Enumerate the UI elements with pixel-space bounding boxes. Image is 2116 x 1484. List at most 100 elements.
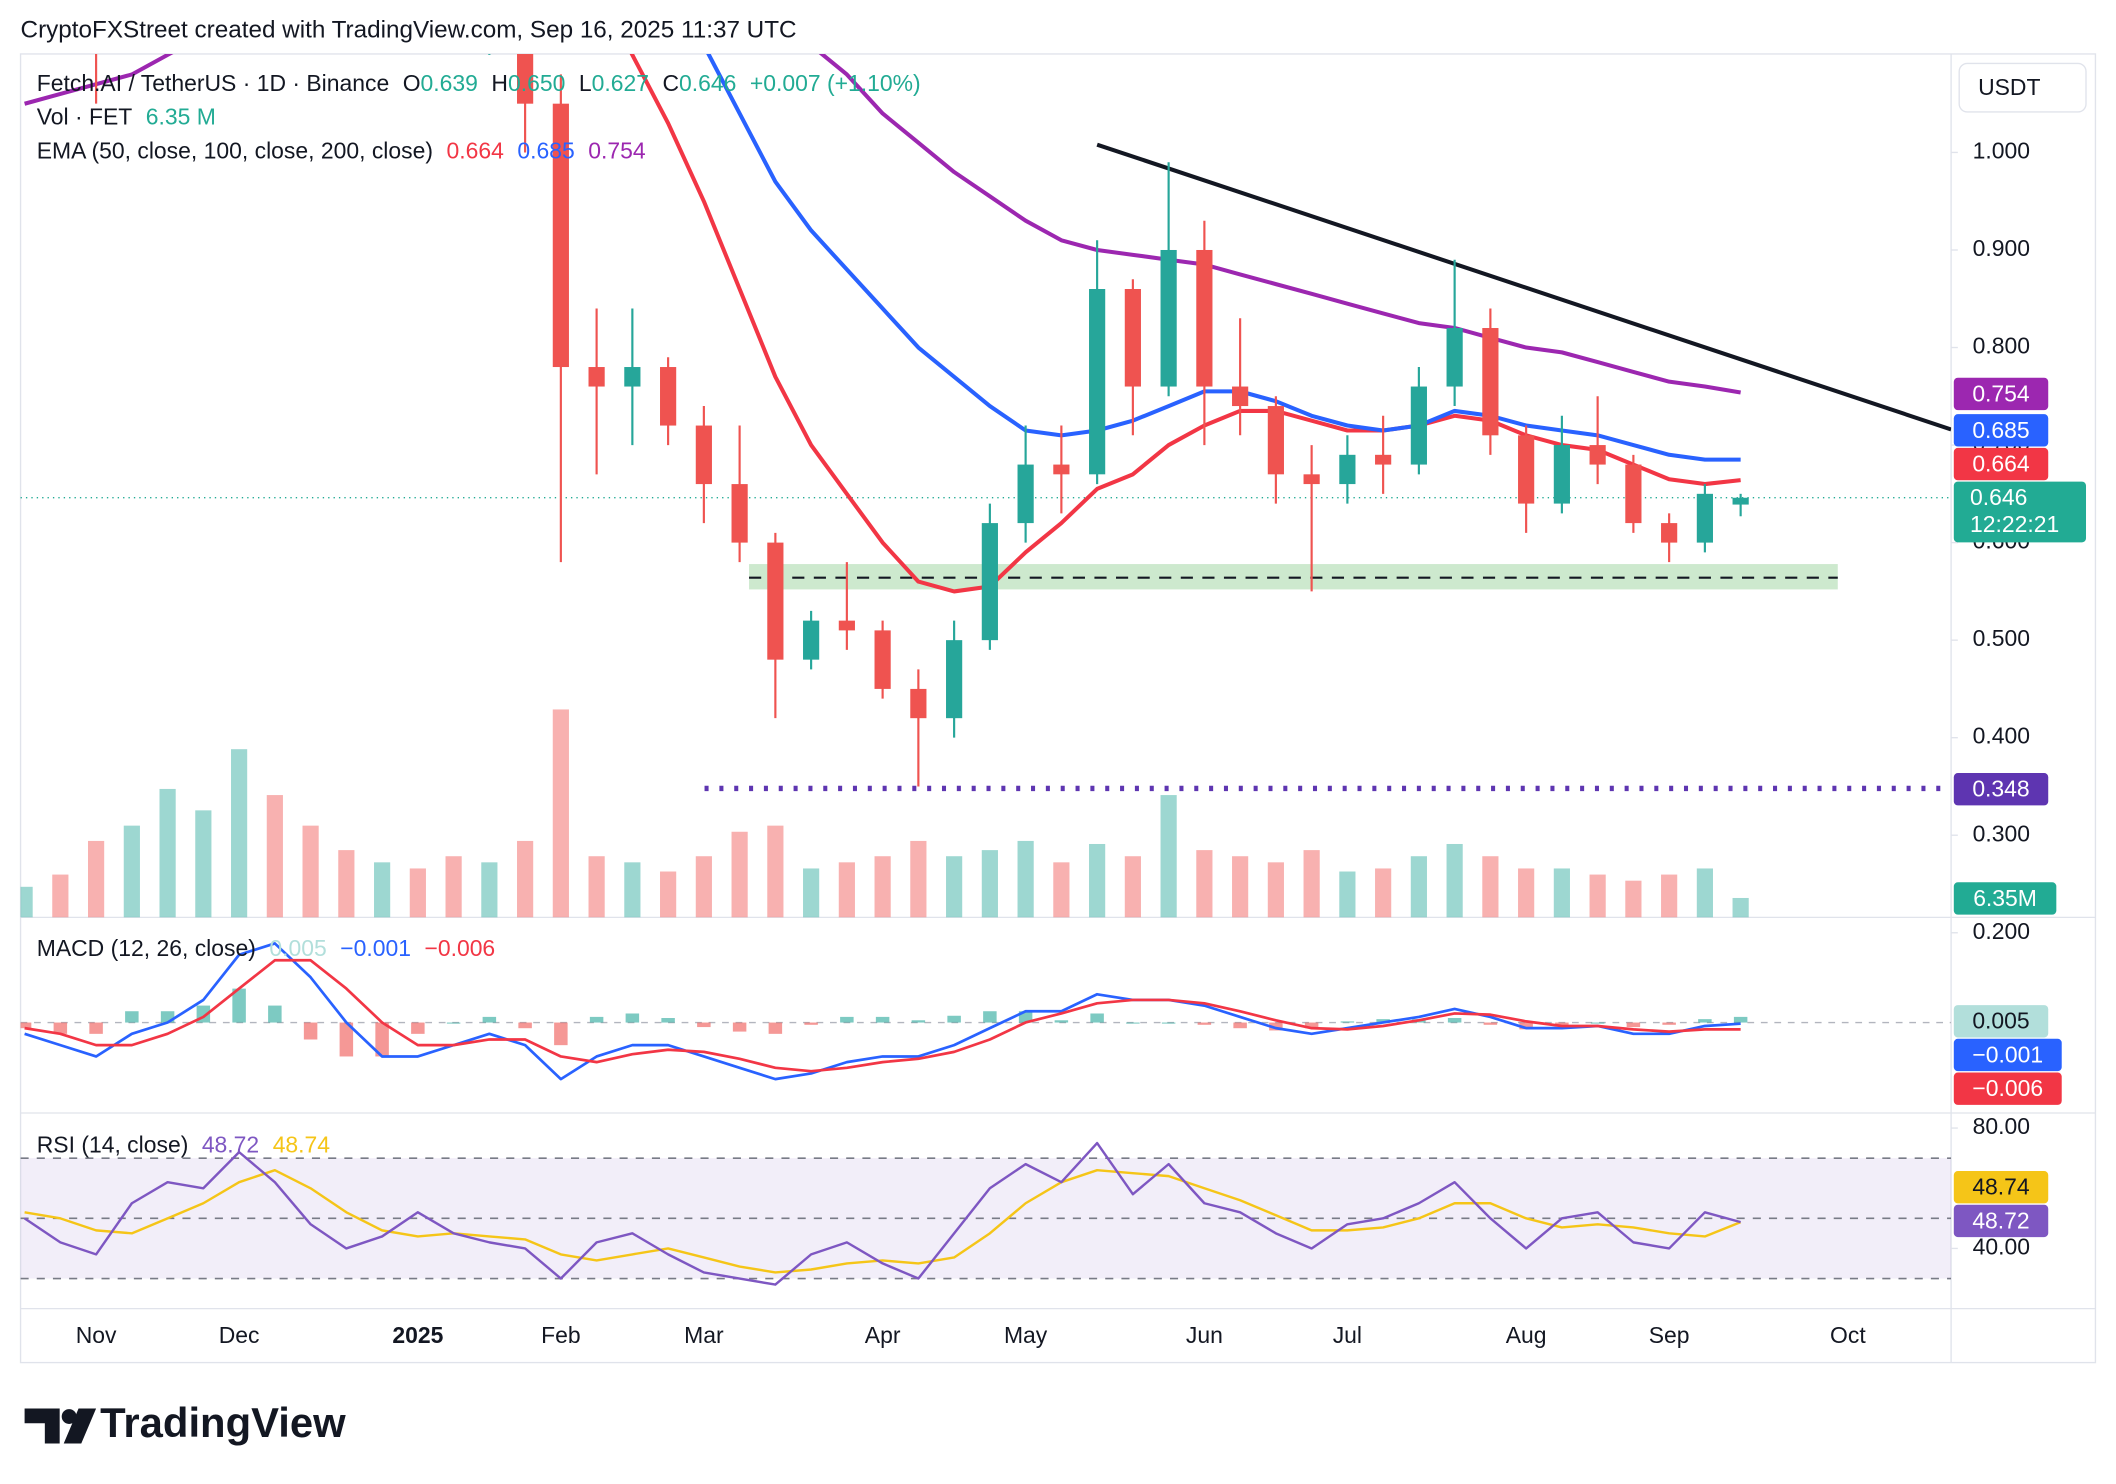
y-tick-label: 0.900 [1973,235,2030,261]
volume-bar [731,831,748,918]
logo-shape [24,1408,60,1444]
x-tick-label: Mar [684,1322,724,1348]
volume-bar [695,856,712,918]
volume-bar [517,840,534,918]
histogram-bar [20,1022,32,1029]
candle-body [1339,454,1356,485]
histogram-bar [89,1022,103,1034]
histogram-bar [840,1016,854,1023]
volume-bar [1732,897,1749,918]
volume-bar [1303,850,1320,918]
x-tick-label: Nov [76,1322,117,1348]
legend: Vol · FET 6.35 M [37,104,216,130]
macd-title: MACD (12, 26, close) [37,935,256,961]
volume-bar [338,850,355,918]
candle-body [1553,445,1570,504]
y-tick-label: 1.000 [1973,138,2030,164]
histogram-bar [732,1022,747,1032]
ema-badge-bg [1953,447,2049,481]
candle-body [1661,523,1678,543]
x-tick-label: May [1004,1322,1048,1348]
x-tick-label: Aug [1506,1322,1547,1348]
histogram-badge: 0.005 [1972,1008,2029,1034]
chart-frame [19,53,2097,1364]
volume-bar [52,874,69,918]
candle-body [588,367,605,387]
volume-bar [409,868,426,918]
volume-bar [1267,862,1284,918]
ohlc-key: O [403,70,421,96]
y-tick-label: 0.800 [1973,333,2030,359]
ema-line [629,53,1741,594]
histogram-bar [1733,1016,1748,1023]
candle-body [1053,464,1070,475]
histogram-bar [411,1022,425,1034]
candle-body [695,425,712,485]
ema-badge: 0.685 [1972,417,2029,443]
rsi-line [24,1168,1742,1274]
tradingview-logo [24,1408,97,1444]
volume-bar [1053,862,1070,918]
histogram-bar [1340,1021,1355,1023]
ema-value: 0.685 [517,138,574,164]
volume-bar [767,825,784,918]
histogram-bar [1054,1020,1069,1023]
candle-body [517,53,534,104]
volume-bar [302,825,319,918]
volume-bar [588,856,605,918]
volume-bar [481,862,498,918]
histogram-bar [1519,1022,1533,1030]
candle-body [624,367,641,387]
histogram-bar [1483,1022,1498,1025]
legend: MACD (12, 26, close) 0.005 −0.001 −0.006 [37,935,495,961]
x-tick-label: Feb [541,1322,581,1348]
volume-bar [1482,856,1499,918]
histogram-value: 0.005 [269,935,326,961]
histogram-bar [911,1020,926,1023]
ema-label: EMA (50, close, 100, close, 200, close) [37,138,433,164]
candle-body [803,620,820,660]
candle-body [838,620,855,631]
ema-badge: 0.664 [1972,450,2030,476]
candle-body [1089,289,1106,475]
volume-bar [20,886,33,918]
histogram-bar [339,1022,354,1057]
ema-line [706,53,1741,462]
histogram-bar [268,1005,282,1023]
histogram-bar [554,1022,568,1046]
histogram-bar [1018,1011,1033,1023]
histogram-bar [1447,1018,1462,1023]
volume-bar [1589,874,1606,918]
volume-bar [1661,874,1678,918]
candle-body [1518,435,1535,504]
histogram-badge-bg [1953,1005,2049,1038]
candle-body [1482,328,1499,436]
candle-body [1232,386,1249,407]
ohlc-key: H [491,70,508,96]
volume-bar [88,840,105,918]
price-badge: 0.646 [1970,484,2027,510]
y-tick-label: 0.500 [1973,625,2030,651]
y-tick-label: 0.200 [1973,918,2030,944]
rsi-value: 48.72 [202,1132,259,1158]
volume-bar [231,749,248,918]
histogram-bar [589,1016,604,1023]
macd-badge: −0.001 [1972,1041,2043,1067]
countdown: 12:22:21 [1970,511,2059,537]
histogram-bar [1090,1013,1104,1023]
histogram-bar [1233,1022,1247,1029]
volume-bar [1696,868,1713,918]
x-tick-label: Jun [1186,1322,1223,1348]
low-level-badge-bg [1953,773,2049,806]
histogram-bar [1161,1022,1176,1024]
volume-bar [1232,856,1249,918]
histogram-bar [1197,1022,1212,1025]
x-tick-label: Dec [219,1322,260,1348]
x-tick-label: Apr [865,1322,901,1348]
ema-value: 0.664 [446,138,504,164]
candle-body [981,523,998,641]
histogram-bar [661,1018,675,1023]
